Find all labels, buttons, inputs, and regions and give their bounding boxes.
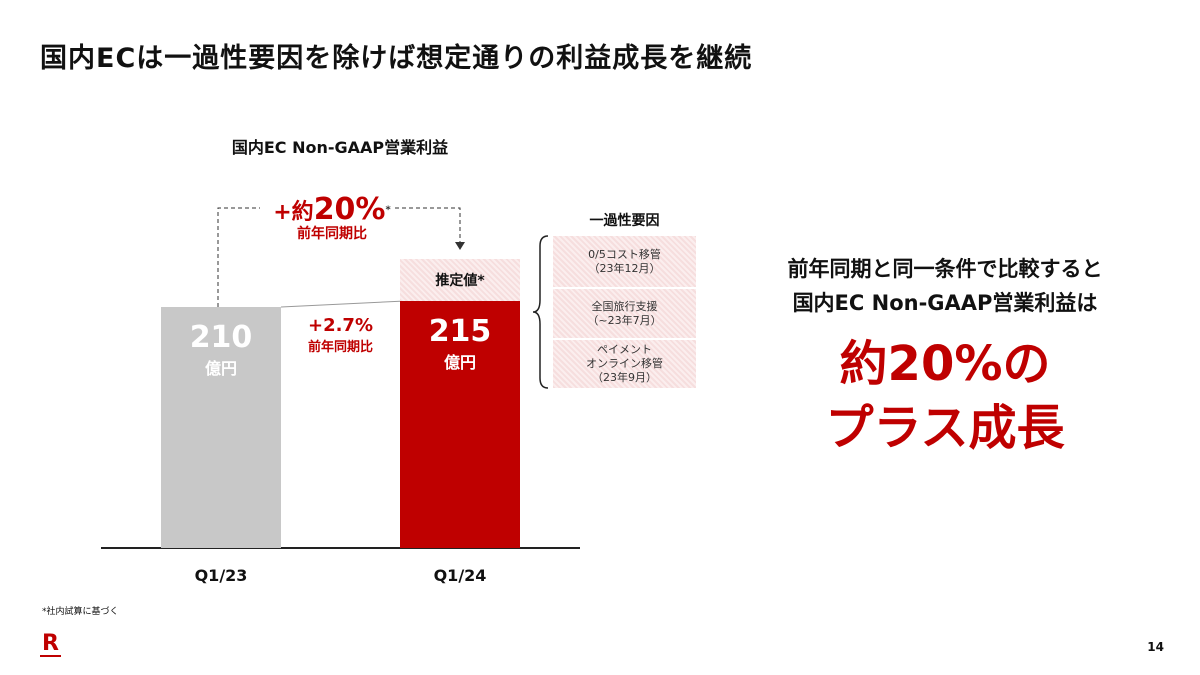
yoy-adjusted-label: 前年同期比 — [297, 226, 367, 242]
yoy-mark: * — [385, 204, 391, 216]
bar-value: 210 — [189, 320, 253, 355]
footnote: *社内試算に基づく — [42, 607, 119, 617]
factor-line: 0/5コスト移管 — [588, 247, 661, 261]
factors-title: 一過性要因 — [589, 213, 660, 229]
chart-title: 国内EC Non-GAAP営業利益 — [231, 138, 449, 157]
yoy-adjusted: +約20%* 前年同期比 — [262, 192, 402, 243]
yoy-value: 20% — [313, 192, 386, 227]
arrow-head-icon — [455, 242, 465, 250]
estimate-segment: 推定値* — [400, 258, 520, 302]
message-line-2: 国内EC Non-GAAP営業利益は — [792, 291, 1098, 315]
factor-line: （23年12月） — [588, 261, 661, 275]
message-big-1: 約20%の — [839, 336, 1051, 392]
message-big-2: プラス成長 — [825, 400, 1065, 456]
brace-icon — [532, 235, 549, 389]
bar-q1-23: 210 億円 — [161, 307, 281, 548]
yoy-actual-label: 前年同期比 — [307, 340, 373, 355]
estimate-label: 推定値* — [435, 273, 485, 290]
factor-line: （~23年7月） — [587, 313, 662, 327]
factor-item: ペイメント オンライン移管 （23年9月） — [553, 340, 696, 388]
factor-item: 0/5コスト移管 （23年12月） — [553, 236, 696, 287]
factor-item: 全国旅行支援 （~23年7月） — [553, 289, 696, 338]
yoy-prefix: +約 — [273, 200, 314, 225]
rakuten-logo: R — [40, 631, 61, 657]
factor-line: 全国旅行支援 — [591, 299, 658, 313]
yoy-actual-value: +2.7% — [307, 315, 373, 336]
factor-line: ペイメント — [597, 343, 652, 356]
page-number: 14 — [1147, 640, 1164, 654]
factor-line: （23年9月） — [592, 371, 657, 384]
bar-value: 215 — [428, 314, 492, 350]
bracket-line-right — [395, 207, 461, 243]
bar-unit: 億円 — [204, 359, 237, 378]
connector-line — [280, 300, 401, 308]
slide-title: 国内ECは一過性要因を除けば想定通りの利益成長を継続 — [40, 43, 753, 74]
yoy-actual: +2.7% 前年同期比 — [281, 315, 400, 355]
x-tick-label: Q1/23 — [194, 566, 248, 585]
bar-q1-24: 215 億円 — [400, 301, 520, 548]
bar-unit: 億円 — [443, 353, 476, 373]
factor-line: オンライン移管 — [586, 357, 663, 370]
x-tick-label: Q1/24 — [433, 566, 487, 585]
bracket-line-left — [217, 207, 260, 307]
message-line-1: 前年同期と同一条件で比較すると — [787, 257, 1103, 281]
